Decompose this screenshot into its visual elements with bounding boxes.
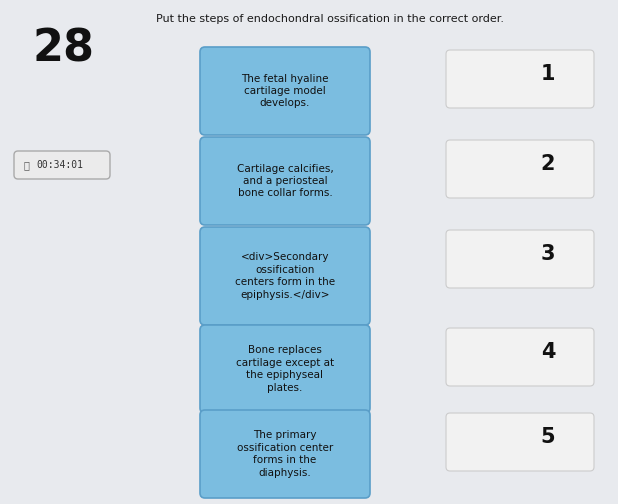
Text: Put the steps of endochondral ossification in the correct order.: Put the steps of endochondral ossificati…: [156, 14, 504, 24]
Text: 5: 5: [541, 427, 556, 447]
Text: 1: 1: [541, 64, 555, 84]
FancyBboxPatch shape: [446, 50, 594, 108]
Text: 2: 2: [541, 154, 555, 174]
Text: 4: 4: [541, 342, 555, 362]
Text: 3: 3: [541, 244, 555, 264]
FancyBboxPatch shape: [200, 227, 370, 325]
FancyBboxPatch shape: [200, 325, 370, 413]
FancyBboxPatch shape: [446, 328, 594, 386]
Text: 00:34:01: 00:34:01: [36, 160, 83, 170]
Text: The fetal hyaline
cartilage model
develops.: The fetal hyaline cartilage model develo…: [241, 74, 329, 108]
Text: ⌛: ⌛: [23, 160, 29, 170]
FancyBboxPatch shape: [14, 151, 110, 179]
Text: <div>Secondary
ossification
centers form in the
epiphysis.</div>: <div>Secondary ossification centers form…: [235, 253, 335, 299]
Text: The primary
ossification center
forms in the
diaphysis.: The primary ossification center forms in…: [237, 430, 333, 478]
Text: 28: 28: [32, 28, 94, 71]
FancyBboxPatch shape: [446, 413, 594, 471]
FancyBboxPatch shape: [200, 410, 370, 498]
FancyBboxPatch shape: [446, 140, 594, 198]
FancyBboxPatch shape: [446, 230, 594, 288]
FancyBboxPatch shape: [200, 137, 370, 225]
Text: Cartilage calcifies,
and a periosteal
bone collar forms.: Cartilage calcifies, and a periosteal bo…: [237, 164, 333, 199]
FancyBboxPatch shape: [200, 47, 370, 135]
Text: Bone replaces
cartilage except at
the epiphyseal
plates.: Bone replaces cartilage except at the ep…: [236, 345, 334, 393]
